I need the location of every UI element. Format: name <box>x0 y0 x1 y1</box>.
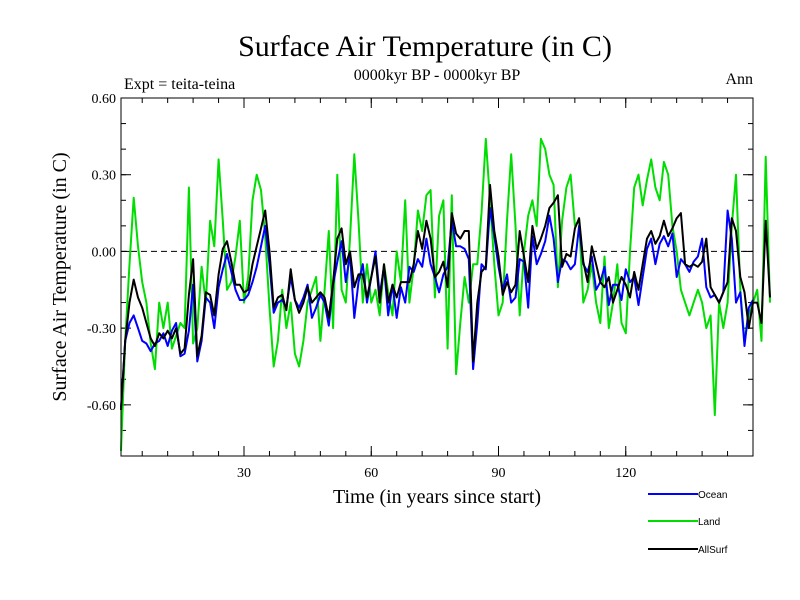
expt-label: Expt = teita-teina <box>124 76 235 93</box>
y-tick-label: 0.30 <box>92 169 117 184</box>
x-tick-label: 30 <box>237 466 251 481</box>
series-line-ocean <box>120 207 754 408</box>
y-tick-label: -0.30 <box>87 322 116 337</box>
series-line-allsurf <box>120 183 771 411</box>
x-tick-label: 60 <box>364 466 378 481</box>
tick-layer <box>121 97 754 456</box>
plot-frame <box>120 97 754 457</box>
period-label: Ann <box>725 71 753 88</box>
y-tick-label: -0.60 <box>87 399 116 414</box>
legend-label-land: Land <box>698 517 720 528</box>
x-tick-label: 120 <box>615 466 636 481</box>
chart-title: Surface Air Temperature (in C) <box>238 30 612 63</box>
legend-label-allsurf: AllSurf <box>698 545 728 556</box>
series-layer <box>120 137 771 451</box>
legend-label-ocean: Ocean <box>698 490 727 501</box>
y-tick-labels: 0.60 0.30 0.00 -0.30 -0.60 <box>87 92 116 414</box>
legend: Ocean Land AllSurf <box>648 490 728 556</box>
x-axis-label: Time (in years since start) <box>333 486 541 508</box>
x-tick-labels: 30 60 90 120 <box>237 466 636 481</box>
chart-subtitle: 0000kyr BP - 0000kyr BP <box>354 67 521 84</box>
x-tick-label: 90 <box>492 466 506 481</box>
y-axis-label: Surface Air Temperature (in C) <box>49 152 71 401</box>
y-tick-label: 0.60 <box>92 92 117 107</box>
y-tick-label: 0.00 <box>92 245 117 260</box>
